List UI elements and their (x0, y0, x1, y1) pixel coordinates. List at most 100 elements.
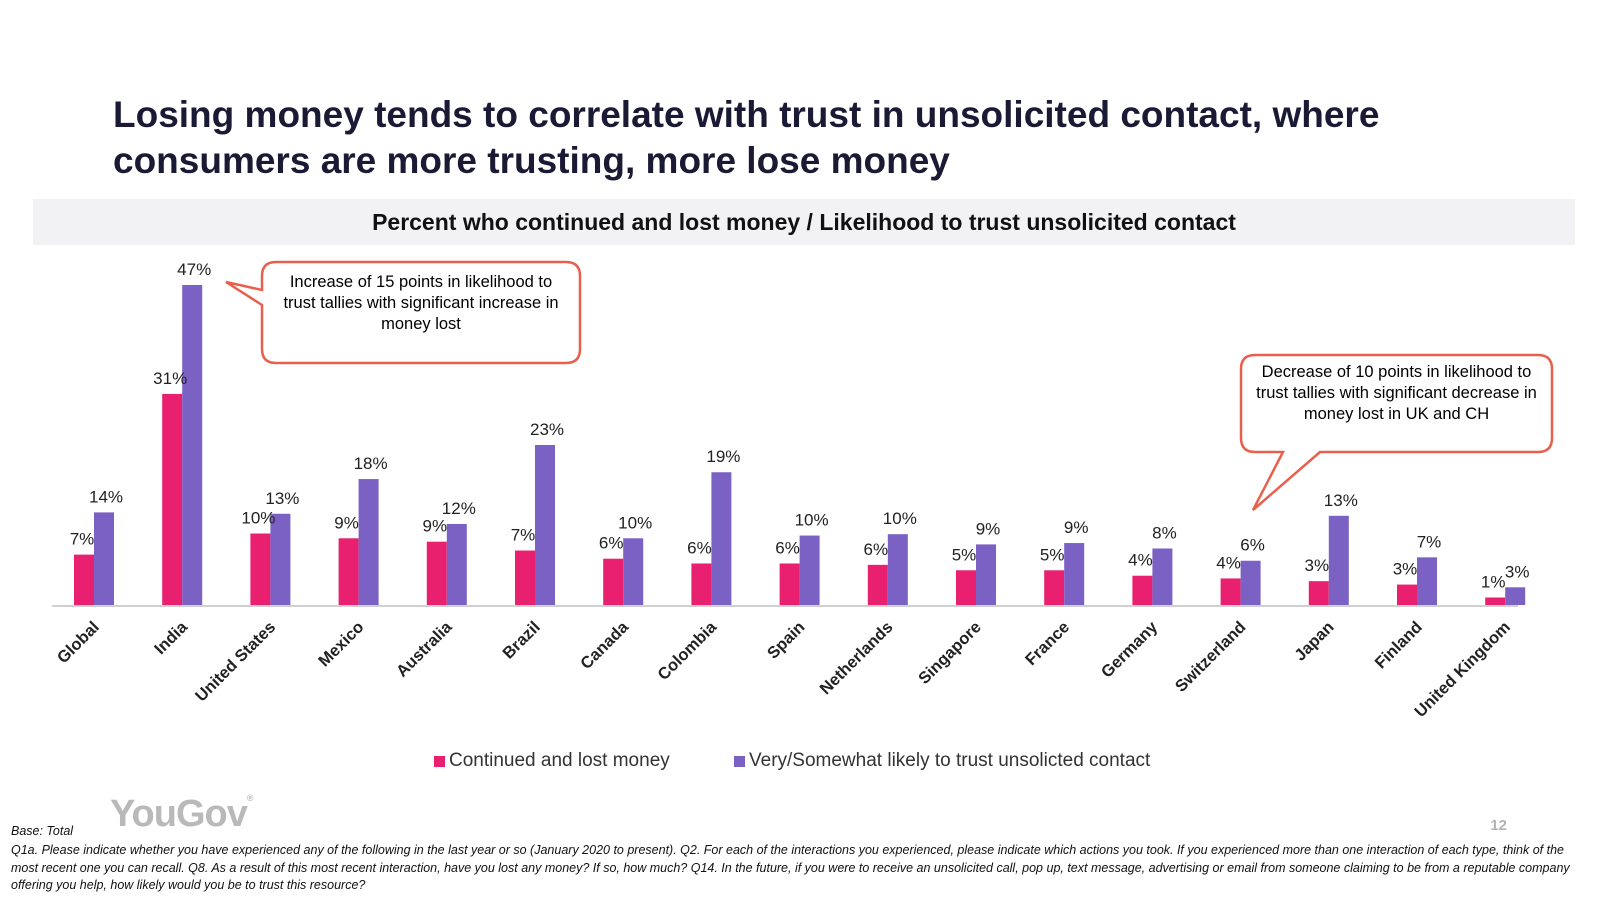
data-label-trust-finland: 7% (1417, 532, 1442, 551)
callout-switzerland-shape (1239, 353, 1554, 511)
bar-trust-mexico (358, 479, 379, 605)
bar-lost-money-brazil (515, 550, 535, 605)
bar-lost-money-united-kingdom (1485, 597, 1506, 605)
bar-trust-india (182, 285, 203, 605)
tick-label-spain: Spain (764, 618, 809, 663)
bar-lost-money-japan (1308, 581, 1329, 605)
data-label-trust-united-kingdom: 3% (1505, 562, 1530, 581)
data-label-lost-money-global: 7% (70, 530, 95, 549)
data-label-lost-money-canada: 6% (599, 534, 624, 553)
data-label-trust-netherlands: 10% (883, 509, 917, 528)
data-label-trust-global: 14% (89, 487, 123, 506)
bar-lost-money-mexico (338, 538, 359, 605)
chart-title-band: Percent who continued and lost money / L… (33, 199, 1575, 245)
data-label-trust-spain: 10% (795, 511, 829, 530)
tick-label-australia: Australia (393, 618, 456, 681)
legend-item-trust: Very/Somewhat likely to trust unsolicted… (734, 750, 1150, 772)
tick-label-switzerland: Switzerland (1172, 618, 1250, 696)
tick-label-japan: Japan (1291, 618, 1337, 664)
bar-trust-united-states (270, 513, 291, 605)
bar-trust-colombia (711, 472, 732, 605)
bar-lost-money-australia (426, 541, 447, 605)
data-label-trust-singapore: 9% (976, 519, 1001, 538)
legend-label-lost-money: Continued and lost money (449, 750, 670, 771)
bar-trust-global (94, 512, 114, 605)
bar-trust-netherlands (887, 534, 908, 605)
data-label-lost-money-germany: 4% (1128, 551, 1153, 570)
data-label-trust-australia: 12% (442, 499, 476, 518)
data-label-trust-india: 47% (177, 260, 211, 279)
bar-trust-singapore (976, 544, 996, 605)
slide-title: Losing money tends to correlate with tru… (113, 94, 1380, 181)
bar-lost-money-finland (1397, 584, 1417, 605)
bar-trust-finland (1417, 557, 1437, 605)
tick-label-india: India (151, 618, 192, 659)
data-label-lost-money-australia: 9% (423, 517, 448, 536)
data-label-trust-japan: 13% (1324, 491, 1358, 510)
legend-swatch-lost-money (434, 755, 445, 767)
bar-lost-money-united-states (250, 533, 271, 605)
data-label-trust-germany: 8% (1152, 523, 1177, 542)
data-label-lost-money-colombia: 6% (687, 538, 712, 557)
bar-trust-germany (1152, 548, 1173, 605)
bar-lost-money-spain (779, 563, 800, 605)
tick-label-singapore: Singapore (915, 618, 985, 688)
yougov-logo: YouGov® (110, 793, 253, 835)
data-label-lost-money-united-states: 10% (241, 509, 275, 528)
tick-label-united-states: United States (192, 618, 279, 705)
tick-label-brazil: Brazil (499, 618, 544, 663)
data-label-lost-money-switzerland: 4% (1216, 553, 1241, 572)
data-label-lost-money-spain: 6% (775, 538, 800, 557)
chart-legend: Continued and lost money Very/Somewhat l… (0, 750, 1600, 776)
tick-label-netherlands: Netherlands (816, 618, 896, 698)
bar-lost-money-colombia (691, 563, 712, 605)
tick-label-canada: Canada (577, 618, 632, 673)
data-label-lost-money-france: 5% (1040, 545, 1065, 564)
bar-trust-france (1064, 543, 1085, 605)
tick-label-france: France (1022, 618, 1073, 669)
bar-lost-money-singapore (956, 570, 976, 605)
data-label-trust-canada: 10% (618, 513, 652, 532)
data-label-lost-money-united-kingdom: 1% (1481, 573, 1506, 592)
bar-trust-canada (623, 538, 644, 605)
data-label-trust-united-states: 13% (265, 489, 299, 508)
bar-trust-united-kingdom (1505, 587, 1526, 605)
bar-lost-money-germany (1132, 575, 1153, 605)
footnote: Q1a. Please indicate whether you have ex… (11, 843, 1570, 892)
data-label-lost-money-singapore: 5% (952, 545, 977, 564)
data-label-trust-colombia: 19% (706, 447, 740, 466)
data-label-lost-money-india: 31% (153, 369, 187, 388)
bar-lost-money-netherlands (867, 564, 888, 605)
bar-trust-japan (1328, 515, 1349, 605)
data-label-trust-switzerland: 6% (1240, 536, 1265, 555)
data-label-lost-money-japan: 3% (1305, 556, 1330, 575)
tick-label-mexico: Mexico (315, 618, 367, 670)
tick-label-global: Global (54, 618, 103, 667)
tick-label-colombia: Colombia (654, 618, 720, 684)
data-label-trust-mexico: 18% (354, 454, 388, 473)
callout-india-shape (225, 260, 582, 365)
data-label-lost-money-finland: 3% (1393, 560, 1418, 579)
data-label-lost-money-netherlands: 6% (864, 540, 889, 559)
bar-lost-money-france (1044, 570, 1065, 605)
bar-lost-money-global (74, 554, 94, 605)
bar-trust-spain (799, 535, 820, 605)
bar-trust-brazil (535, 445, 555, 605)
data-label-lost-money-mexico: 9% (334, 513, 359, 532)
base-note: Base: Total (11, 824, 74, 838)
bar-lost-money-switzerland (1220, 578, 1241, 605)
data-label-trust-france: 9% (1064, 518, 1089, 537)
page-number: 12 (1490, 817, 1507, 834)
bar-trust-switzerland (1240, 560, 1261, 605)
tick-label-germany: Germany (1098, 618, 1162, 682)
data-label-lost-money-brazil: 7% (511, 526, 536, 545)
callout-india-text: Increase of 15 points in likelihood to t… (283, 273, 559, 333)
bar-lost-money-canada (603, 558, 624, 605)
tick-label-finland: Finland (1372, 618, 1426, 672)
bar-trust-australia (446, 523, 467, 605)
callout-switzerland-text: Decrease of 10 points in likelihood to t… (1256, 363, 1537, 423)
legend-item-lost-money: Continued and lost money (434, 750, 670, 772)
tick-label-united-kingdom: United Kingdom (1411, 618, 1514, 721)
bar-lost-money-india (162, 393, 183, 605)
